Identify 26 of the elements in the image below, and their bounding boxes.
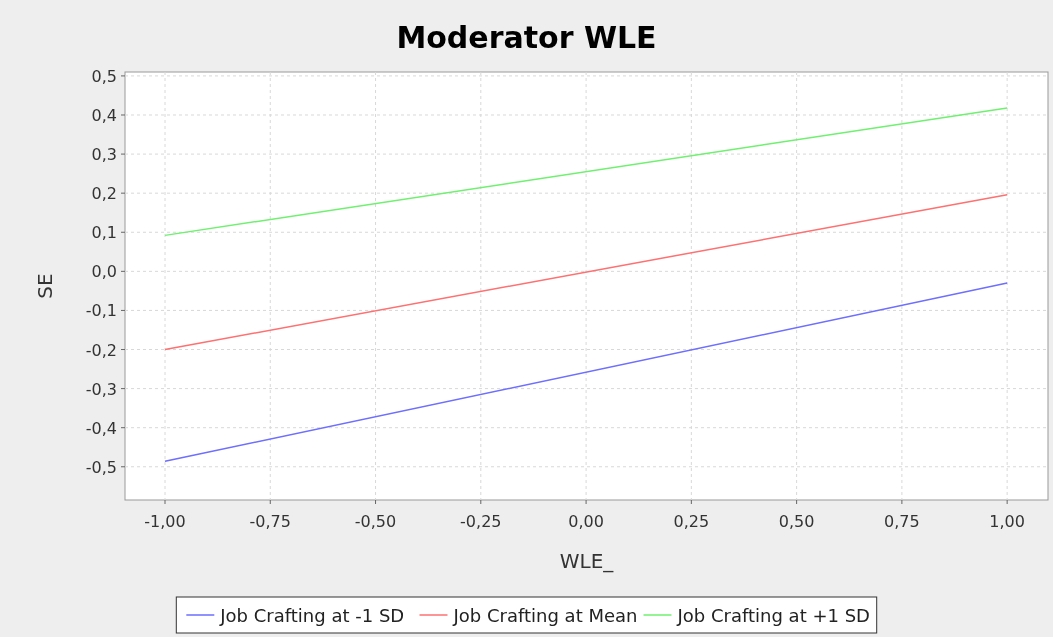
x-tick-label: 0,75 <box>884 512 920 531</box>
legend-label: Job Crafting at +1 SD <box>676 605 870 626</box>
y-tick-label: 0,2 <box>91 184 117 204</box>
x-tick-label: 1,00 <box>989 512 1025 531</box>
x-tick-label: 0,00 <box>568 512 604 531</box>
y-tick-label: 0,1 <box>91 223 117 243</box>
y-tick-label: -0,1 <box>85 301 117 321</box>
y-tick-label: -0,3 <box>85 379 117 399</box>
x-tick-label: -0,50 <box>354 512 397 531</box>
x-tick-label: -1,00 <box>144 512 186 531</box>
x-tick-label: 0,25 <box>673 512 710 531</box>
y-tick-label: -0,4 <box>85 418 117 438</box>
y-tick-label: 0,4 <box>91 106 117 125</box>
legend-label: Job Crafting at Mean <box>452 605 638 626</box>
y-tick-label: 0,5 <box>91 66 117 86</box>
x-tick-label: -0,25 <box>460 512 502 531</box>
y-tick-label: 0,0 <box>91 262 117 282</box>
chart-title: Moderator WLE <box>396 20 657 55</box>
x-tick-label: 0,50 <box>778 512 815 531</box>
x-axis-title: WLE_ <box>559 549 615 573</box>
x-tick-label: -0,75 <box>249 512 291 531</box>
legend-label: Job Crafting at -1 SD <box>219 605 405 626</box>
y-tick-label: -0,2 <box>85 340 117 360</box>
y-axis-title: SE <box>33 273 57 299</box>
y-tick-label: -0,5 <box>85 457 117 477</box>
y-tick-label: 0,3 <box>91 145 117 165</box>
